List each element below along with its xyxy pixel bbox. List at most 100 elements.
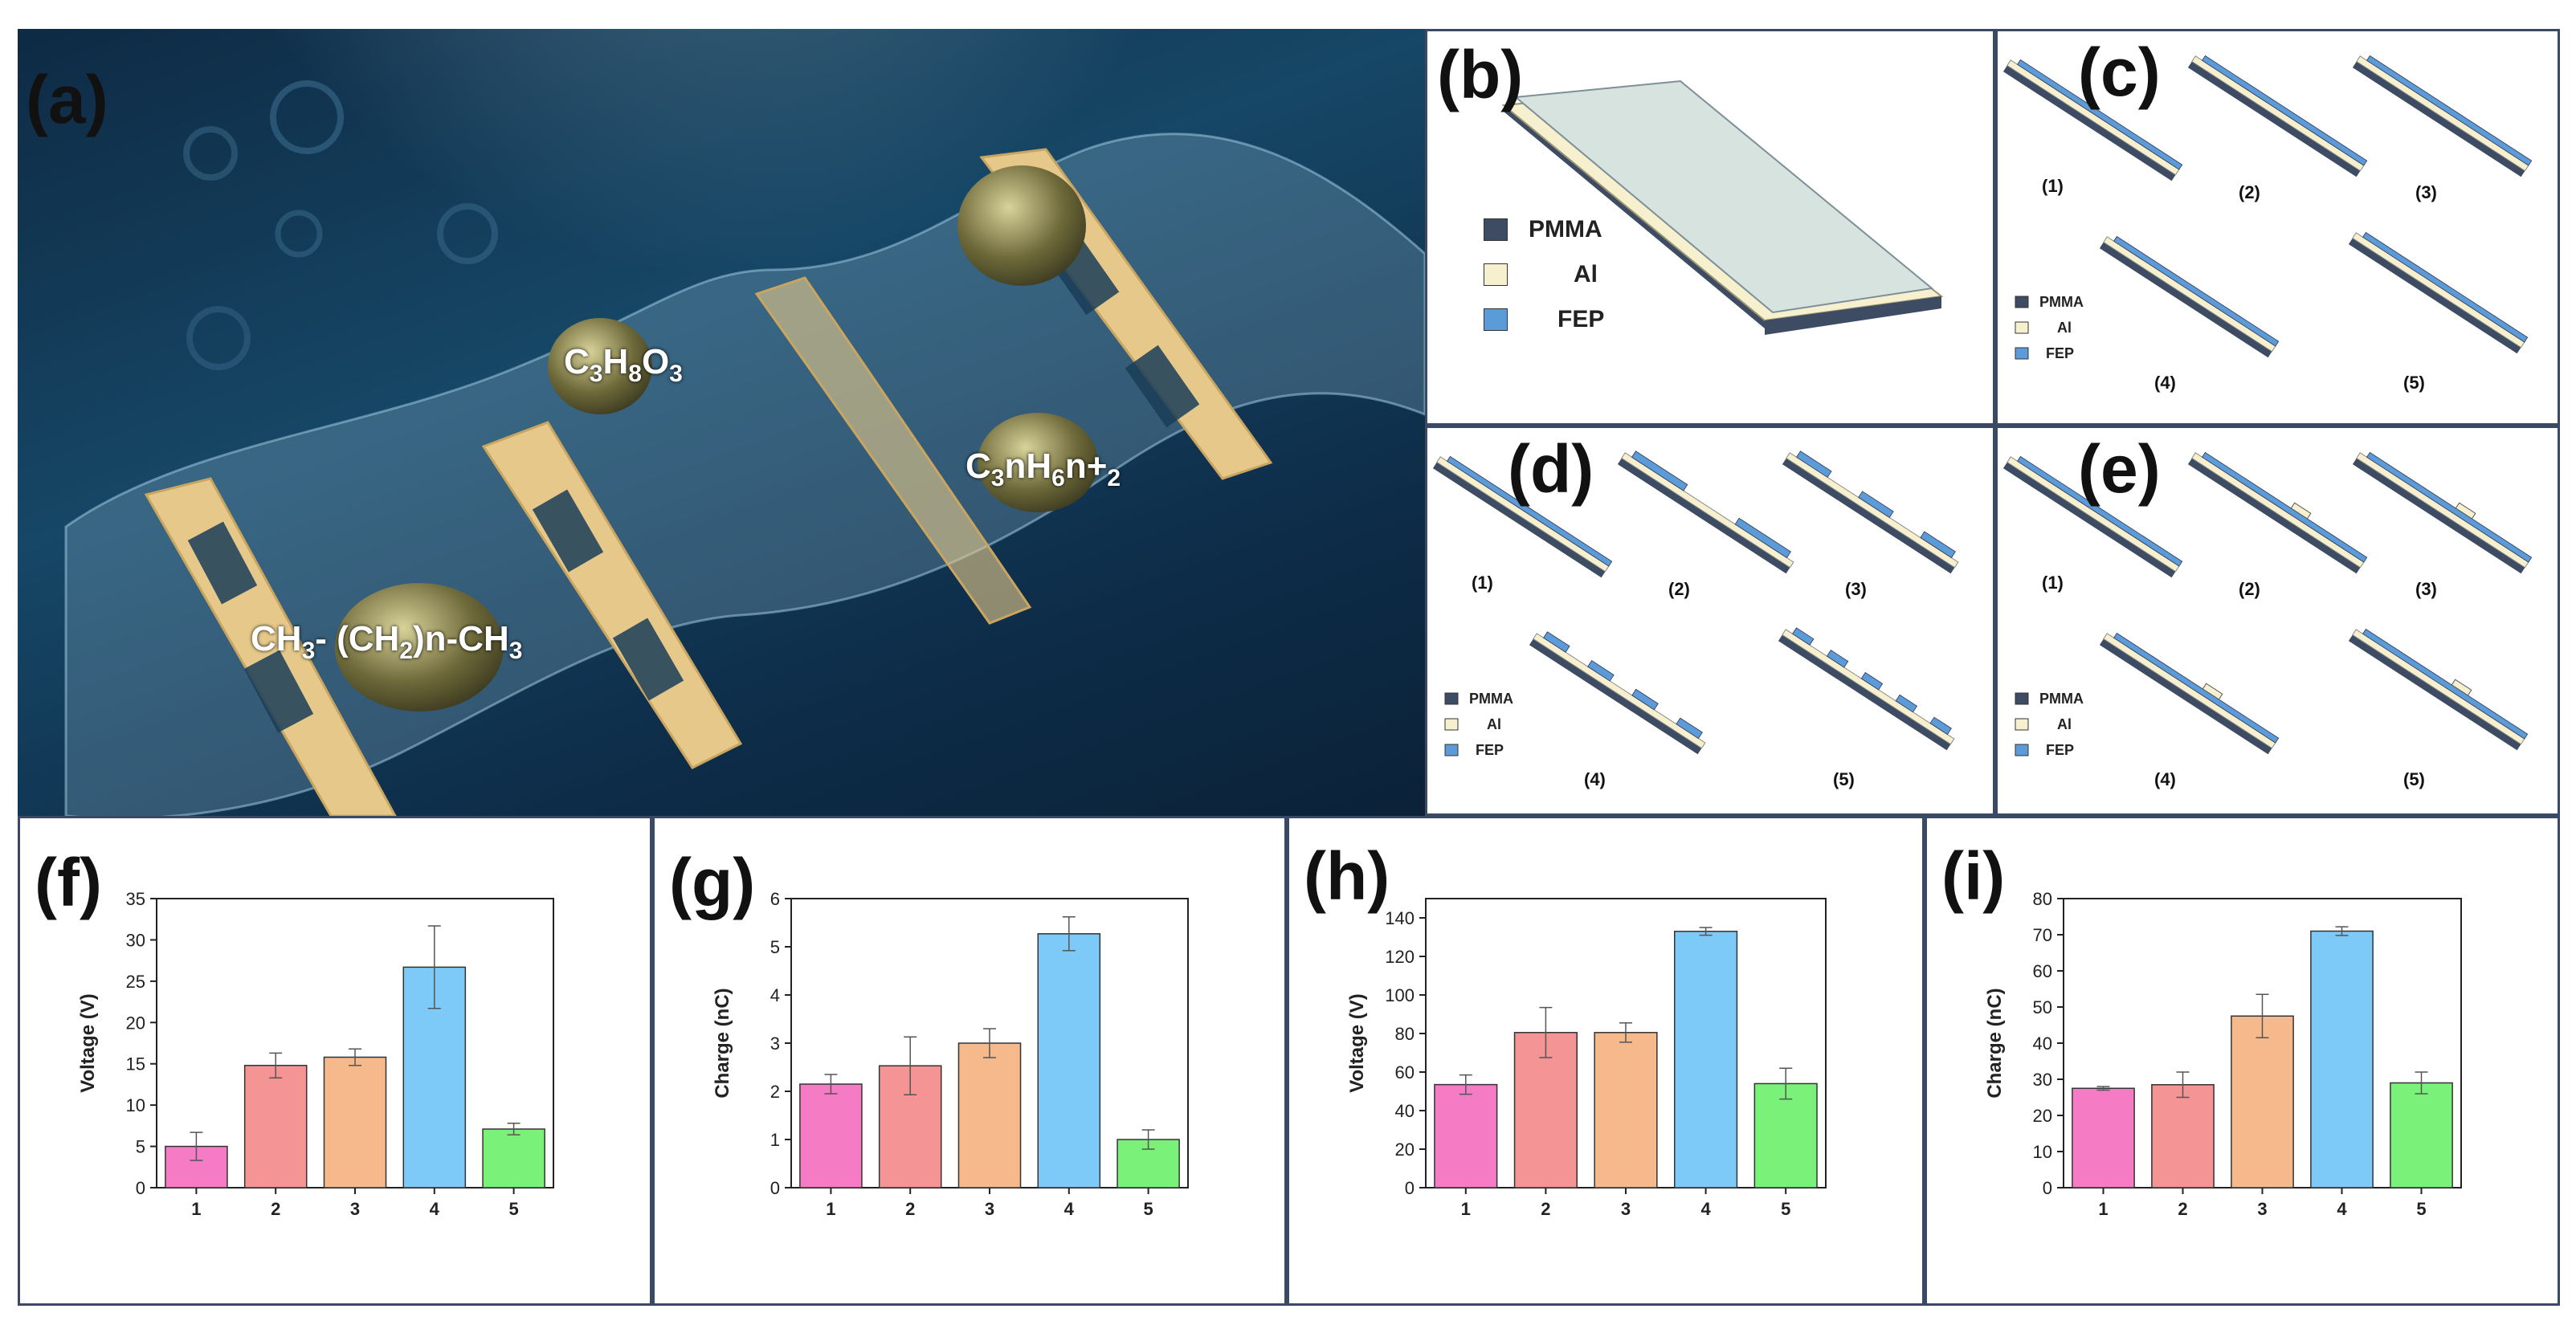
bubble-icon [270, 80, 344, 154]
y-tick-label: 50 [2033, 997, 2052, 1017]
panel-g-label: (g) [669, 845, 756, 920]
layer-strip-5 [2348, 231, 2529, 354]
chart-h: 0 20 40 60 80 100 120 140 1 2 3 4 5 Voltage (V) [1346, 898, 1827, 1219]
x-tick-label: 4 [1700, 1199, 1711, 1219]
bubble-icon [437, 203, 498, 264]
legend-label: Al [2057, 320, 2072, 336]
x-tick-label: 3 [985, 1199, 994, 1219]
panel-g: 0 1 2 3 4 5 6 1 2 3 4 5 Charge (nC) (g) [652, 816, 1287, 1306]
x-tick-label: 5 [1143, 1199, 1153, 1219]
y-tick-label: 1 [770, 1130, 780, 1150]
legend-label: PMMA [2039, 691, 2084, 707]
legend-label: FEP [1476, 742, 1504, 758]
config-label: (4) [2154, 373, 2176, 393]
bar-4 [1674, 931, 1738, 1188]
panel-d-label: (d) [1508, 431, 1594, 507]
bar-1 [799, 1083, 863, 1188]
x-tick-label: 4 [430, 1199, 440, 1219]
panel-d-schematic: (1) (2) (3) (4) (5) PMMA Al FEP (d) [1432, 431, 1959, 789]
droplet-glycerol [548, 318, 652, 414]
y-tick-label: 30 [2033, 1070, 2052, 1090]
y-tick-label: 70 [2033, 925, 2052, 945]
x-tick-label: 4 [2337, 1199, 2347, 1219]
y-tick-label: 0 [1405, 1178, 1415, 1198]
x-tick-label: 1 [826, 1199, 835, 1219]
legend-label: Al [2057, 716, 2072, 732]
fep-swatch [1484, 308, 1508, 331]
config-label: (2) [2239, 182, 2260, 202]
y-tick-label: 0 [770, 1178, 780, 1198]
legend-swatch [1444, 744, 1459, 756]
bar-1 [1434, 1083, 1498, 1188]
panel-i: 0 10 20 30 40 50 60 70 80 1 2 3 4 5 Charge (nC) (i) [1925, 816, 2560, 1306]
panel-a-illustration: (a) C3H8O3 CH3- (CH2)n-CH3 C3nH6n+2 [18, 29, 1425, 816]
y-tick-label: 2 [770, 1082, 780, 1102]
config-label: (5) [2403, 373, 2425, 393]
y-tick-label: 80 [2033, 889, 2052, 909]
legend-al: Al [1574, 261, 1598, 287]
layer-strip-2 [1617, 451, 1794, 574]
y-tick-label: 5 [136, 1137, 145, 1157]
y-tick-label: 4 [770, 985, 780, 1005]
y-tick-label: 3 [770, 1034, 780, 1054]
bar-4 [2310, 930, 2374, 1188]
layer-strip-4 [2099, 235, 2280, 358]
layer-strip-5 [1778, 627, 1955, 751]
bar-2 [2151, 1084, 2215, 1188]
y-tick-label: 0 [2043, 1178, 2052, 1198]
panel-c-schematic: (1) (2) (3) (4) (5) PMMA Al FEP (c) [2002, 35, 2533, 393]
chart-f: 0 5 10 15 20 25 30 35 1 2 3 4 5 Voltage (V) [77, 889, 554, 1219]
config-label: (4) [2154, 769, 2176, 789]
layer-strip-4 [1529, 631, 1706, 755]
bubble-icon [186, 306, 251, 370]
panel-e-label: (e) [2078, 431, 2161, 507]
legend-swatch [1444, 718, 1459, 731]
y-axis-label: Voltage (V) [77, 993, 99, 1093]
y-tick-label: 20 [1395, 1140, 1415, 1160]
droplet-alkane-right [978, 413, 1098, 512]
x-tick-label: 1 [191, 1199, 201, 1219]
y-tick-label: 60 [1395, 1062, 1415, 1082]
pmma-swatch [1484, 218, 1508, 241]
chart-g: 0 1 2 3 4 5 6 1 2 3 4 5 Charge (nC) [712, 889, 1189, 1219]
layer-strip-3 [2352, 55, 2533, 177]
y-tick-label: 25 [126, 972, 145, 992]
panel-b: (b) PMMA Al FEP [1425, 29, 1995, 426]
x-tick-label: 3 [2257, 1199, 2267, 1219]
y-axis-label: Charge (nC) [712, 988, 733, 1098]
layer-strip-2 [2187, 55, 2368, 177]
layer-strip-3 [1782, 451, 1959, 574]
legend-label: PMMA [2039, 294, 2084, 310]
panel-h-label: (h) [1304, 838, 1390, 914]
y-tick-label: 10 [2033, 1142, 2052, 1162]
legend-swatch [2015, 718, 2029, 731]
x-tick-label: 2 [1541, 1199, 1550, 1219]
legend-swatch [1444, 692, 1459, 705]
formula-glycerol: C3H8O3 [564, 342, 683, 387]
bubble-icon [183, 126, 238, 181]
bar-3 [957, 1042, 1022, 1188]
legend-swatch [2015, 744, 2029, 756]
panel-a-label: (a) [26, 62, 108, 137]
device-3d-icon [1501, 80, 1944, 335]
panel-b-label: (b) [1437, 37, 1524, 112]
y-tick-label: 80 [1395, 1024, 1415, 1044]
y-axis-label: Charge (nC) [1984, 988, 2006, 1098]
legend-swatch [2015, 347, 2029, 360]
bar-3 [1594, 1032, 1658, 1188]
bar-5 [1753, 1082, 1818, 1188]
formula-alkane-right: C3nH6n+2 [965, 446, 1121, 491]
layer-strip-2 [2187, 451, 2368, 574]
bar-5 [482, 1128, 545, 1188]
y-tick-label: 140 [1385, 908, 1415, 928]
x-tick-label: 5 [508, 1199, 518, 1219]
layer-strip-5 [2348, 628, 2529, 751]
config-label: (3) [2415, 579, 2437, 599]
x-tick-label: 2 [905, 1199, 915, 1219]
bar-3 [323, 1056, 387, 1188]
y-tick-label: 15 [126, 1054, 145, 1074]
y-tick-label: 20 [2033, 1106, 2052, 1126]
panel-b-legend: PMMA Al FEP [1484, 216, 1604, 333]
config-label: (4) [1584, 769, 1606, 789]
y-tick-label: 5 [770, 937, 780, 957]
